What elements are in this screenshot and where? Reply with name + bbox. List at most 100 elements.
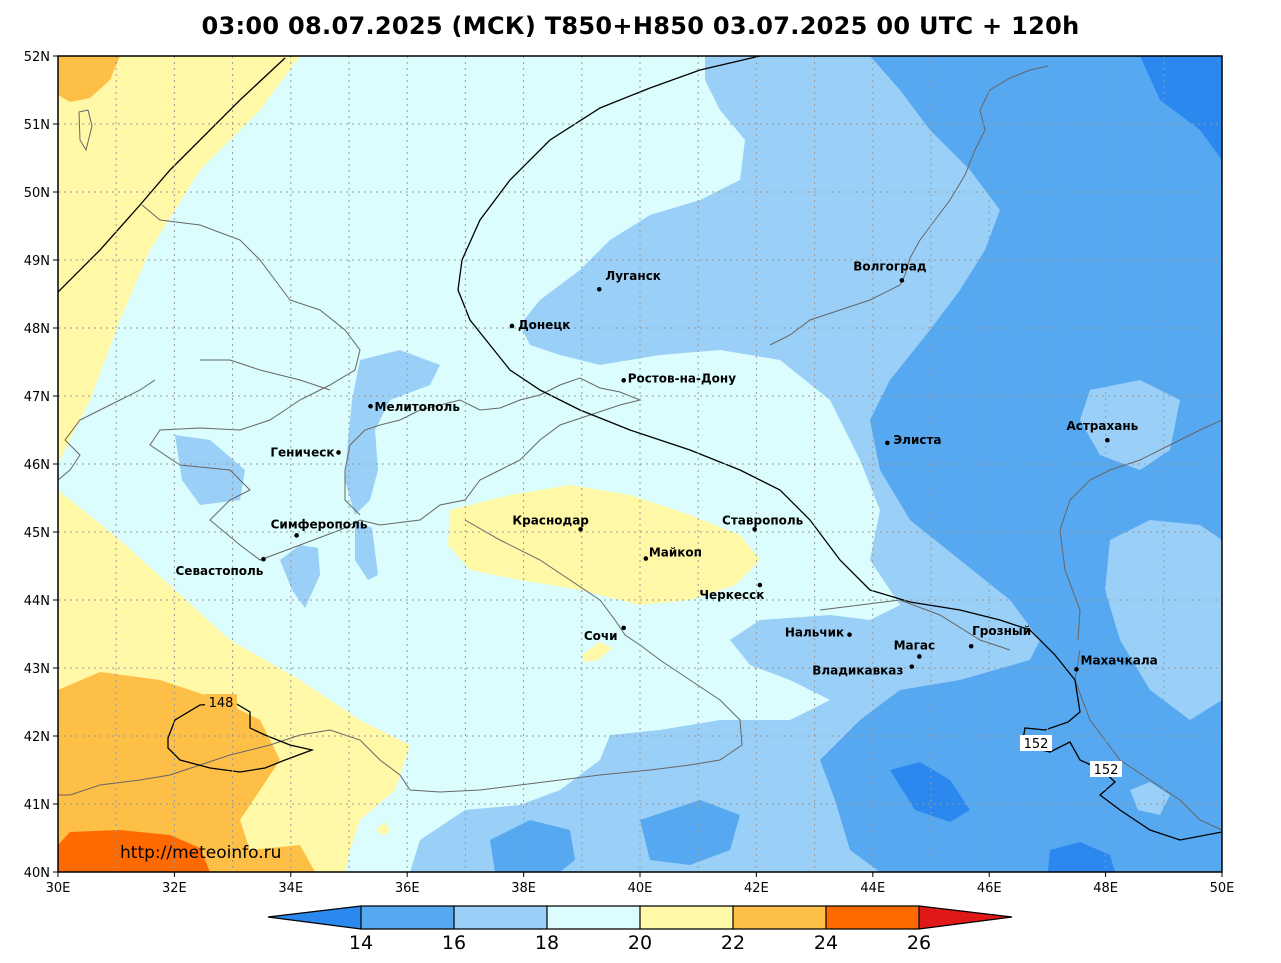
band-16-18-caspian-south [1130, 782, 1170, 815]
city-label: Ростов-на-Дону [628, 371, 737, 385]
city-label: Симферополь [271, 517, 368, 531]
colorbar-label: 24 [814, 932, 838, 954]
lat-tick-label: 45N [24, 526, 50, 541]
lat-tick-label: 42N [24, 730, 50, 745]
contour-labels: 148 152 152 [205, 694, 1122, 778]
lon-tick-label: 46E [977, 881, 1002, 896]
lat-tick-label: 41N [24, 798, 50, 813]
lon-tick-label: 48E [1093, 881, 1118, 896]
contour-label-152-b: 152 [1094, 763, 1119, 778]
coastlines [58, 65, 1222, 831]
city-label: Магас [894, 638, 936, 652]
lat-tick-label: 47N [24, 390, 50, 405]
city-marker [847, 632, 852, 637]
city-marker [509, 323, 515, 329]
city-label: Махачкала [1081, 653, 1158, 667]
city-marker [368, 403, 373, 409]
band-16-18-crimea-south [280, 545, 320, 608]
city-marker [596, 286, 602, 292]
band-16-18-astrakhan [1080, 380, 1180, 470]
contour-label-152-a: 152 [1024, 737, 1049, 752]
city-label: Волгоград [853, 259, 927, 273]
band-20-22-blacksea [376, 822, 390, 836]
city-marker [757, 582, 763, 588]
colorbar: 14 16 18 20 22 24 26 [267, 905, 1013, 954]
band-16-18-crimea [175, 435, 245, 505]
city-label: Краснодар [512, 513, 589, 527]
colorbar-label: 20 [628, 932, 652, 954]
lat-tick-label: 43N [24, 662, 50, 677]
graticule [58, 56, 1222, 872]
lat-tick-label: 40N [24, 866, 50, 881]
city-label: Черкесск [699, 588, 764, 602]
colorbar-24-26 [826, 906, 919, 929]
band-14-16-blacksea [490, 820, 575, 872]
band-22-24-southwest [58, 672, 315, 872]
lon-tick-label: 34E [278, 881, 303, 896]
band-20-22-krasnodar [448, 485, 760, 605]
city-label: Мелитополь [375, 400, 461, 414]
city-layer: Луганск Донецк Волгоград Ростов-на-Дону Мели… [176, 259, 1158, 677]
city-marker [968, 643, 974, 649]
colorbar-label: 18 [535, 932, 559, 954]
lat-tick-label: 51N [24, 118, 50, 133]
lat-tick-label: 52N [24, 50, 50, 65]
band-16-18-kerch [355, 520, 378, 580]
lat-tick-label: 50N [24, 186, 50, 201]
band-24-26-southwest [58, 830, 210, 872]
city-marker [643, 556, 649, 561]
city-label: Донецк [518, 318, 570, 332]
lat-tick-label: 48N [24, 322, 50, 337]
city-label: Севастополь [176, 564, 264, 578]
lon-tick-label: 36E [395, 881, 420, 896]
colorbar-20-22 [640, 906, 733, 929]
city-marker [621, 378, 627, 383]
city-marker [294, 533, 299, 538]
band-14-16-southeast [640, 800, 740, 865]
band-below14-northeast [1140, 56, 1222, 160]
city-label: Владикавказ [812, 664, 903, 678]
band-below14-southeast [1048, 842, 1115, 872]
city-marker [917, 654, 922, 659]
lon-tick-label: 30E [46, 881, 71, 896]
colorbar-above26 [919, 906, 1012, 929]
band-below14-south [890, 762, 970, 822]
city-label: Ставрополь [722, 513, 804, 527]
city-marker [899, 278, 905, 283]
map-title: 03:00 08.07.2025 (МСК) T850+H850 03.07.2… [201, 12, 1080, 40]
city-label: Нальчик [785, 626, 844, 640]
city-label: Майкоп [649, 546, 702, 560]
band-16-18-azov [345, 350, 440, 515]
band-20-22-west [58, 56, 300, 470]
lat-tick-label: 44N [24, 594, 50, 609]
city-marker [909, 664, 915, 669]
colorbar-label: 26 [907, 932, 931, 954]
city-marker [261, 556, 266, 562]
city-marker [336, 450, 341, 455]
city-label: Грозный [972, 624, 1031, 638]
colorbar-below14 [268, 906, 361, 929]
city-label: Астрахань [1066, 419, 1138, 433]
lat-tick-label: 49N [24, 254, 50, 269]
colorbar-label: 14 [349, 932, 373, 954]
lat-tick-label: 46N [24, 458, 50, 473]
colorbar-22-24 [733, 906, 826, 929]
city-label: Сочи [584, 629, 618, 643]
city-marker [578, 526, 583, 532]
city-label: Элиста [893, 433, 941, 447]
band-22-24-northwest [58, 56, 120, 102]
colorbar-16-18 [454, 906, 547, 929]
city-marker [885, 440, 890, 446]
city-marker [752, 526, 757, 532]
city-label: Геническ [270, 445, 334, 459]
lon-tick-label: 32E [162, 881, 187, 896]
colorbar-14-16 [361, 906, 454, 929]
lon-tick-label: 42E [744, 881, 769, 896]
lon-tick-label: 38E [511, 881, 536, 896]
contour-label-148: 148 [209, 696, 234, 711]
axes: 30E 32E 34E 36E 38E 40E 42E 44E 46E 48E 50E 52N 51N 5… [24, 50, 1235, 896]
colorbar-18-20 [547, 906, 640, 929]
colorbar-label: 22 [721, 932, 745, 954]
lon-tick-label: 44E [860, 881, 885, 896]
